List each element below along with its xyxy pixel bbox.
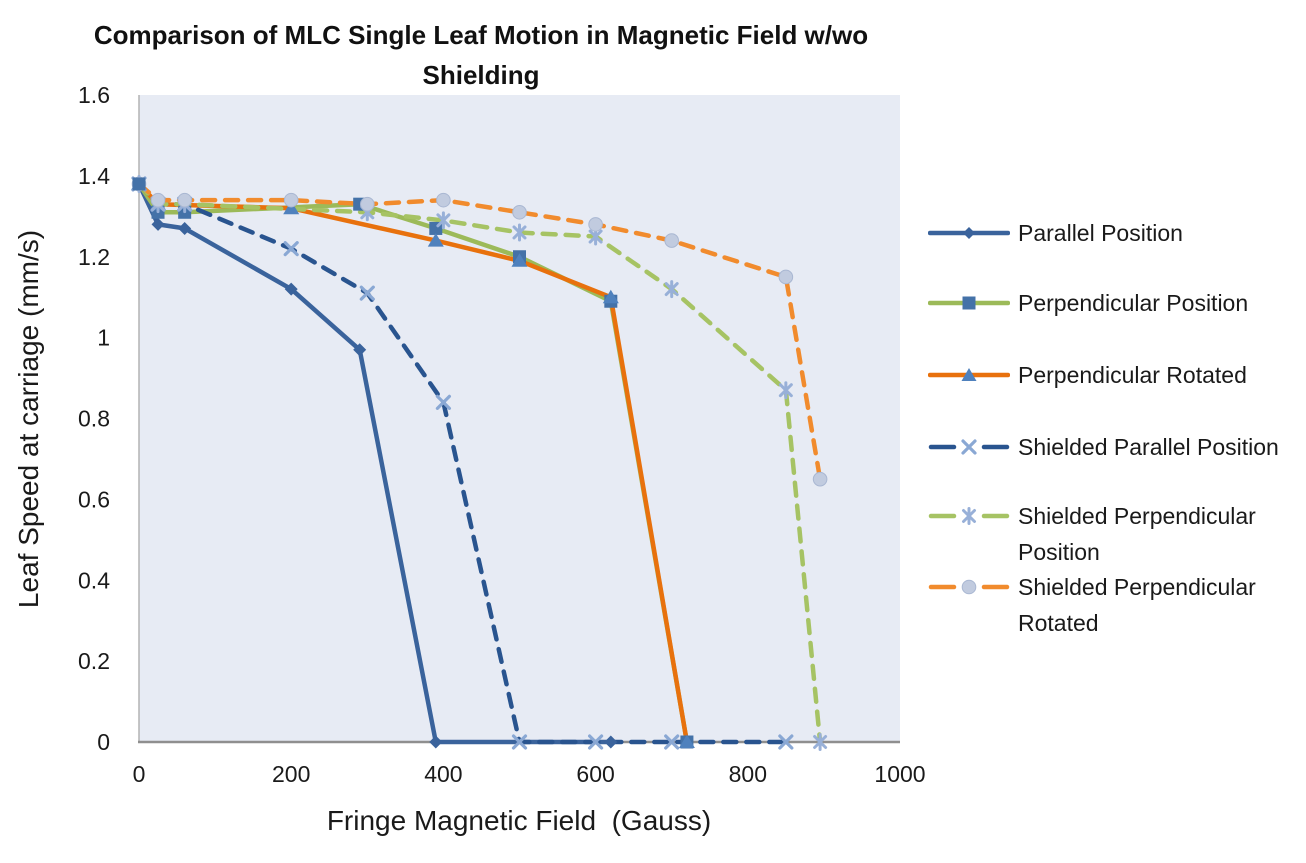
- y-tick-label: 1.4: [78, 163, 110, 189]
- x-tick-label: 400: [424, 761, 462, 787]
- series-marker-shielded-perpendicular-rotated: [512, 204, 527, 220]
- series-marker-parallel-position: [604, 735, 618, 749]
- legend: Parallel Position Perpendicular Position P…: [928, 0, 1300, 863]
- series-marker-perpendicular-rotated: [511, 253, 528, 267]
- legend-label: Shielded Perpendicular Rotated: [1018, 574, 1256, 636]
- series-marker-perpendicular-rotated: [678, 734, 695, 748]
- legend-item-perpendicular-position: Perpendicular Position: [928, 285, 1300, 321]
- series-marker-shielded-perpendicular-position: [664, 280, 679, 299]
- series-marker-shielded-perpendicular-rotated: [812, 471, 828, 487]
- series-marker-perpendicular-position: [132, 177, 146, 191]
- y-axis-title: Leaf Speed at carriage (mm/s): [13, 230, 44, 608]
- series-marker-shielded-perpendicular-rotated: [588, 217, 603, 232]
- x-tick-label: 600: [576, 761, 614, 787]
- y-tick-label: 0.6: [78, 486, 110, 512]
- series-marker-parallel-position: [284, 282, 298, 296]
- legend-item-parallel-position: Parallel Position: [928, 215, 1300, 251]
- perpendicular-rotated-legend-swatch-icon: [928, 368, 1010, 381]
- series-marker-perpendicular-rotated: [283, 200, 300, 215]
- y-tick-label: 0: [97, 729, 110, 755]
- series-marker-shielded-parallel-position: [778, 734, 794, 750]
- series-line-shielded-perpendicular-position: [136, 181, 823, 745]
- series-marker-shielded-perpendicular-position: [436, 211, 451, 230]
- chart-title: Comparison of MLC Single Leaf Motion in …: [94, 20, 868, 50]
- perpendicular-position-legend-swatch-icon: [928, 296, 1010, 310]
- shielded-parallel-position-legend-swatch-icon: [928, 439, 1010, 455]
- series-marker-perpendicular-rotated: [602, 289, 619, 304]
- series-marker-parallel-position: [353, 343, 367, 357]
- y-tick-label: 0.8: [78, 406, 110, 432]
- series-marker-shielded-perpendicular-position: [778, 381, 793, 400]
- series-marker-shielded-perpendicular-rotated: [664, 233, 680, 248]
- series-marker-shielded-parallel-position: [283, 241, 299, 257]
- series-marker-shielded-perpendicular-rotated: [177, 192, 192, 208]
- legend-label: Shielded Parallel Position: [1018, 434, 1279, 460]
- series-marker-shielded-perpendicular-rotated: [150, 192, 166, 208]
- series-marker-shielded-perpendicular-rotated: [283, 192, 299, 208]
- legend-label: Perpendicular Rotated: [1018, 362, 1247, 388]
- series-marker-shielded-perpendicular-position: [813, 733, 828, 751]
- legend-label: Shielded Perpendicular Position: [1018, 503, 1256, 565]
- legend-item-perpendicular-rotated: Perpendicular Rotated: [928, 357, 1300, 393]
- legend-item-shielded-perpendicular-position: Shielded Perpendicular Position: [928, 498, 1300, 570]
- legend-item-shielded-perpendicular-rotated: Shielded Perpendicular Rotated: [928, 569, 1300, 641]
- series-marker-shielded-parallel-position: [359, 285, 375, 301]
- series-marker-shielded-parallel-position: [664, 734, 680, 750]
- shielded-perpendicular-position-legend-swatch-icon: [928, 507, 1010, 525]
- series-line-shielded-parallel-position: [136, 181, 789, 745]
- x-tick-label: 200: [272, 761, 310, 787]
- y-tick-label: 1.6: [78, 82, 110, 108]
- plot-area: [139, 95, 900, 742]
- x-tick-label: 0: [133, 761, 146, 787]
- series-marker-parallel-position: [151, 217, 165, 231]
- x-tick-label: 1000: [874, 761, 925, 787]
- y-tick-label: 1: [97, 325, 110, 351]
- chart-title: Shielding: [423, 60, 540, 90]
- x-tick-label: 800: [729, 761, 767, 787]
- series-marker-parallel-position: [429, 735, 443, 749]
- series-marker-shielded-perpendicular-position: [512, 223, 527, 242]
- legend-label: Perpendicular Position: [1018, 290, 1249, 316]
- y-tick-label: 0.4: [78, 567, 110, 593]
- legend-item-shielded-parallel-position: Shielded Parallel Position: [928, 429, 1300, 465]
- legend-label: Parallel Position: [1018, 220, 1183, 246]
- x-axis-title: Fringe Magnetic Field (Gauss): [327, 805, 711, 836]
- series-marker-shielded-parallel-position: [435, 394, 451, 410]
- series-marker-shielded-parallel-position: [511, 734, 528, 750]
- series-marker-shielded-perpendicular-rotated: [436, 192, 451, 208]
- shielded-perpendicular-rotated-legend-swatch-icon: [928, 579, 1010, 595]
- parallel-position-legend-swatch-icon: [928, 227, 1010, 239]
- y-tick-label: 0.2: [78, 648, 110, 674]
- series-marker-perpendicular-rotated: [427, 233, 444, 247]
- series-marker-shielded-perpendicular-rotated: [778, 269, 794, 285]
- series-marker-shielded-parallel-position: [588, 734, 604, 750]
- series-marker-parallel-position: [178, 221, 192, 235]
- y-tick-label: 1.2: [78, 244, 110, 270]
- series-marker-shielded-perpendicular-rotated: [360, 196, 375, 212]
